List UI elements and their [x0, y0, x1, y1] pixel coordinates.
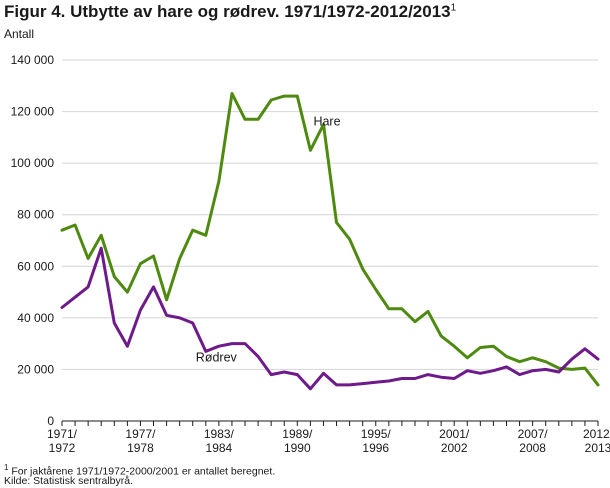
x-tick-label: 1977/	[125, 427, 156, 441]
series-label: Rødrev	[196, 350, 238, 364]
title-footnote-mark: 1	[450, 2, 457, 14]
y-tick-label: 20 000	[17, 362, 54, 376]
y-tick-label: 120 000	[11, 105, 55, 119]
x-tick-label: 1996	[362, 441, 389, 455]
y-tick-label: 0	[47, 414, 54, 428]
series-line-rødrev	[60, 246, 600, 391]
footnote: 1 For jaktårene 1971/1972-2000/2001 er a…	[4, 463, 275, 478]
y-tick-label: 60 000	[17, 259, 54, 273]
y-tick-labels: 0 20 000 40 000 60 000 80 000 100 000 120 000 1…	[11, 53, 55, 428]
y-tick-label: 140 000	[11, 53, 55, 67]
footnote-mark: 1	[4, 463, 9, 472]
x-tick-label: 1971/	[47, 427, 78, 441]
x-tick-label: 1995/	[361, 427, 392, 441]
y-tick-label: 100 000	[11, 156, 55, 170]
x-tick-label: 2007/	[518, 427, 549, 441]
series-label: Hare	[313, 114, 340, 128]
series-line-hare	[60, 92, 600, 387]
series-labels: Hare Rødrev	[196, 114, 341, 364]
source-note: Kilde: Statistisk sentralbyrå.	[4, 475, 133, 487]
x-tick-label: 2001/	[439, 427, 470, 441]
y-tick-label: 40 000	[17, 311, 54, 325]
gridlines	[62, 59, 598, 370]
x-tick-label: 1983/	[204, 427, 235, 441]
footnote-text: For jaktårene 1971/1972-2000/2001 er ant…	[11, 465, 276, 478]
x-tick-label: 2002	[441, 441, 468, 455]
chart-title-text: Figur 4. Utbytte av hare og rødrev. 1971…	[4, 2, 451, 21]
x-tick-label: 1984	[206, 441, 233, 455]
x-axis: 1971/1972 1977/1978 1983/1984 1989/1990 1995…	[47, 420, 610, 455]
x-tick-label: 2012/	[583, 427, 610, 441]
x-tick-label: 2013	[585, 441, 610, 455]
x-tick-label: 2008	[519, 441, 546, 455]
series-lines	[60, 92, 600, 391]
y-tick-label: 80 000	[17, 208, 54, 222]
y-axis-label: Antall	[4, 27, 35, 41]
x-tick-label: 1990	[284, 441, 311, 455]
x-tick-label: 1972	[49, 441, 76, 455]
chart-title: Figur 4. Utbytte av hare og rødrev. 1971…	[4, 2, 456, 22]
x-tick-label: 1978	[127, 441, 154, 455]
x-tick-label: 1989/	[282, 427, 313, 441]
